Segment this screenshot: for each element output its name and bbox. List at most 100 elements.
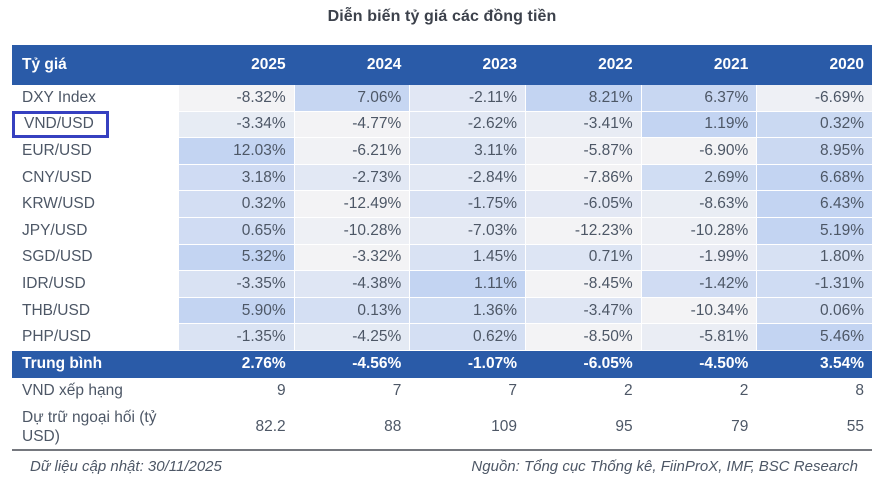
- value-cell: -1.31%: [756, 271, 872, 298]
- value-cell: -10.28%: [293, 217, 410, 245]
- value-cell: -1.35%: [178, 324, 294, 351]
- value-cell: -2.73%: [293, 164, 410, 192]
- value-cell: 0.32%: [178, 191, 294, 218]
- extra-value-cell: 88: [293, 403, 410, 450]
- extra-value-cell: 109: [409, 403, 525, 450]
- value-cell: -3.35%: [178, 271, 294, 298]
- value-cell: 3.18%: [178, 164, 294, 192]
- value-cell: 0.13%: [293, 297, 410, 325]
- extra-value-cell: 2: [640, 377, 757, 404]
- value-cell: 0.65%: [178, 217, 294, 245]
- row-label: KRW/USD: [12, 191, 178, 218]
- value-cell: 5.32%: [178, 244, 294, 272]
- column-header-2022: 2022: [524, 45, 641, 85]
- value-cell: 2.69%: [640, 164, 757, 192]
- footer: Dữ liệu cập nhật: 30/11/2025 Nguồn: Tổng…: [12, 456, 872, 475]
- extra-value-cell: 7: [409, 377, 525, 404]
- summary-value-cell: -1.07%: [409, 350, 525, 378]
- value-cell: -1.99%: [640, 244, 757, 272]
- summary-value-cell: 2.76%: [178, 350, 294, 378]
- vnd-highlight-box: VND/USD: [12, 110, 109, 138]
- value-cell: 6.37%: [640, 85, 757, 112]
- value-cell: -3.32%: [293, 244, 410, 272]
- data-updated-note: Dữ liệu cập nhật: 30/11/2025: [30, 458, 222, 475]
- extra-row-label: Dự trữ ngoại hối (tỷ USD): [12, 403, 178, 450]
- value-cell: 5.46%: [756, 324, 872, 351]
- value-cell: -5.81%: [640, 324, 757, 351]
- summary-value-cell: -4.50%: [640, 350, 757, 378]
- value-cell: -6.05%: [524, 191, 641, 218]
- row-label: JPY/USD: [12, 217, 178, 245]
- column-header-label: Tỷ giá: [12, 45, 178, 85]
- column-header-2023: 2023: [409, 45, 525, 85]
- column-header-2024: 2024: [293, 45, 410, 85]
- summary-row-label: Trung bình: [12, 350, 178, 378]
- value-cell: -1.42%: [640, 271, 757, 298]
- value-cell: 0.62%: [409, 324, 525, 351]
- value-cell: -2.84%: [409, 164, 525, 192]
- extra-value-cell: 82.2: [178, 403, 294, 450]
- value-cell: -8.32%: [178, 85, 294, 112]
- value-cell: -3.47%: [524, 297, 641, 325]
- value-cell: 8.21%: [524, 85, 641, 112]
- value-cell: -3.41%: [524, 111, 641, 139]
- value-cell: -2.11%: [409, 85, 525, 112]
- value-cell: -6.90%: [640, 138, 757, 165]
- value-cell: 6.43%: [756, 191, 872, 218]
- value-cell: 1.36%: [409, 297, 525, 325]
- value-cell: -12.49%: [293, 191, 410, 218]
- footer-divider: [12, 449, 872, 451]
- value-cell: 8.95%: [756, 138, 872, 165]
- extra-value-cell: 7: [293, 377, 410, 404]
- column-header-2020: 2020: [756, 45, 872, 85]
- value-cell: -4.77%: [293, 111, 410, 139]
- value-cell: -8.50%: [524, 324, 641, 351]
- value-cell: 1.45%: [409, 244, 525, 272]
- extra-value-cell: 55: [756, 403, 872, 450]
- extra-value-cell: 79: [640, 403, 757, 450]
- value-cell: 6.68%: [756, 164, 872, 192]
- value-cell: -1.75%: [409, 191, 525, 218]
- value-cell: -10.28%: [640, 217, 757, 245]
- row-label: THB/USD: [12, 297, 178, 325]
- value-cell: 5.19%: [756, 217, 872, 245]
- value-cell: -10.34%: [640, 297, 757, 325]
- value-cell: -4.25%: [293, 324, 410, 351]
- value-cell: -8.63%: [640, 191, 757, 218]
- value-cell: 7.06%: [293, 85, 410, 112]
- extra-row-label: VND xếp hạng: [12, 377, 178, 404]
- row-label: SGD/USD: [12, 244, 178, 272]
- row-label: DXY Index: [12, 85, 178, 112]
- value-cell: 0.06%: [756, 297, 872, 325]
- row-label: PHP/USD: [12, 324, 178, 351]
- value-cell: -2.62%: [409, 111, 525, 139]
- source-note: Nguồn: Tổng cục Thống kê, FiinProX, IMF,…: [471, 458, 858, 475]
- extra-value-cell: 95: [524, 403, 641, 450]
- value-cell: -8.45%: [524, 271, 641, 298]
- value-cell: -5.87%: [524, 138, 641, 165]
- value-cell: -12.23%: [524, 217, 641, 245]
- summary-value-cell: -4.56%: [293, 350, 410, 378]
- value-cell: -7.86%: [524, 164, 641, 192]
- value-cell: 1.19%: [640, 111, 757, 139]
- summary-value-cell: -6.05%: [524, 350, 641, 378]
- value-cell: 5.90%: [178, 297, 294, 325]
- value-cell: -6.21%: [293, 138, 410, 165]
- summary-value-cell: 3.54%: [756, 350, 872, 378]
- value-cell: 3.11%: [409, 138, 525, 165]
- value-cell: 0.32%: [756, 111, 872, 139]
- row-label: VND/USD: [12, 110, 178, 139]
- value-cell: 1.80%: [756, 244, 872, 272]
- extra-value-cell: 8: [756, 377, 872, 404]
- column-header-2021: 2021: [640, 45, 757, 85]
- value-cell: 0.71%: [524, 244, 641, 272]
- value-cell: 1.11%: [409, 271, 525, 298]
- extra-value-cell: 2: [524, 377, 641, 404]
- page-title: Diễn biến tỷ giá các đồng tiền: [327, 8, 557, 25]
- value-cell: 12.03%: [178, 138, 294, 165]
- extra-value-cell: 9: [178, 377, 294, 404]
- row-label: CNY/USD: [12, 164, 178, 192]
- value-cell: -3.34%: [178, 111, 294, 139]
- column-header-2025: 2025: [178, 45, 294, 85]
